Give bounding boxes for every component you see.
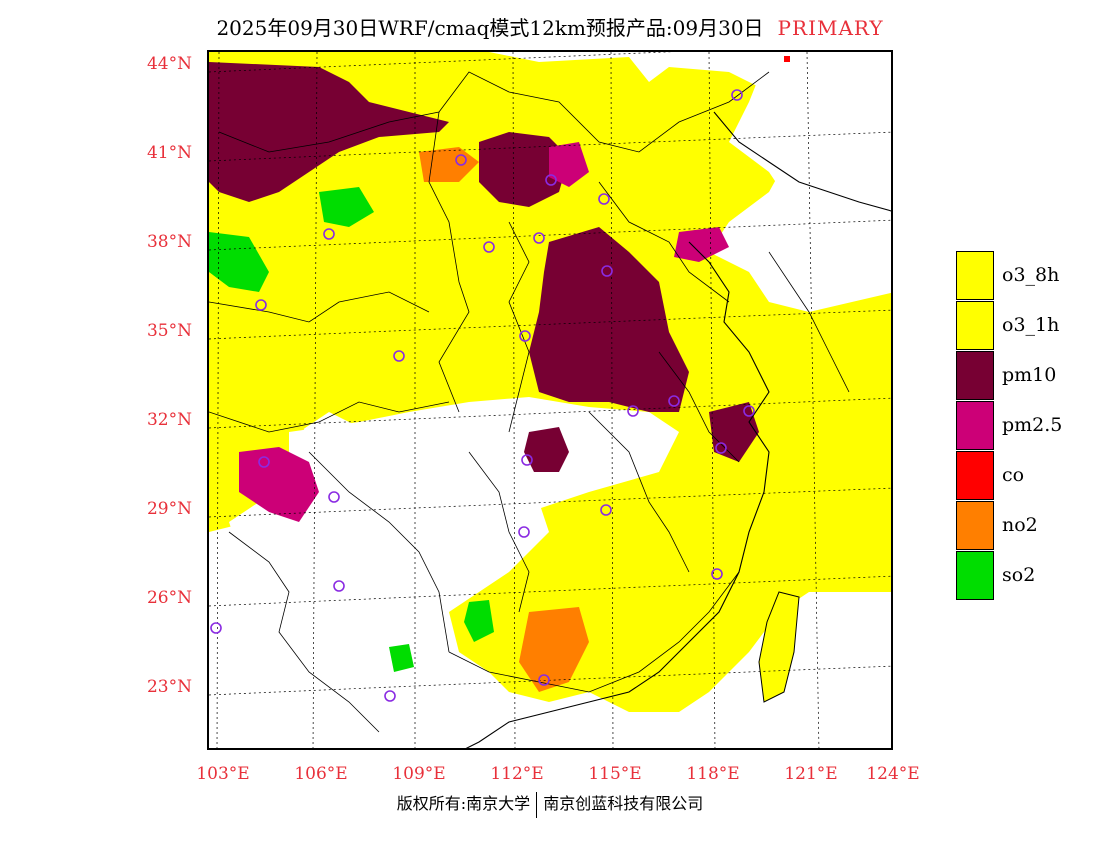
lon-label-109: 109°E [392, 764, 446, 784]
legend-swatch [956, 350, 994, 400]
pm25-region-sichuan [239, 447, 319, 522]
station-markers [210, 89, 755, 702]
station-marker [600, 504, 612, 516]
so2-region-north [319, 187, 374, 227]
coastline [465, 111, 891, 748]
station-marker [258, 456, 270, 468]
legend-label: pm2.5 [1002, 414, 1063, 436]
pollutant-map [209, 52, 891, 748]
station-marker [455, 154, 467, 166]
clean-region-northeast [729, 52, 891, 252]
title-tag: PRIMARY [777, 16, 884, 40]
legend-swatch [956, 400, 994, 450]
copyright-left: 版权所有:南京大学 [396, 794, 531, 813]
pm25-region-shandong [674, 227, 729, 262]
lat-label-29: 29°N [146, 499, 192, 519]
lon-label-115: 115°E [588, 764, 642, 784]
station-marker [384, 690, 396, 702]
copyright-footer: 版权所有:南京大学 南京创蓝科技有限公司 [0, 790, 1100, 818]
legend-item-so2: so2 [956, 550, 1062, 600]
copyright-right: 南京创蓝科技有限公司 [543, 794, 704, 813]
lon-label-124: 124°E [866, 764, 920, 784]
station-marker [731, 89, 743, 101]
legend-label: o3_8h [1002, 264, 1060, 286]
province-boundaries [209, 71, 850, 733]
legend-swatch [956, 300, 994, 350]
o3-region-east-coast [629, 522, 739, 642]
so2-region-guangxi [389, 644, 414, 672]
lon-label-121: 121°E [784, 764, 838, 784]
station-marker [483, 241, 495, 253]
so2-region-south [464, 600, 494, 642]
station-marker [255, 299, 267, 311]
map-title: 2025年09月30日WRF/cmaq模式12km预报产品:09月30日 PRIM… [0, 12, 1100, 41]
lat-label-35: 35°N [146, 321, 192, 341]
legend-label: pm10 [1002, 364, 1057, 386]
station-marker [519, 330, 531, 342]
station-marker [328, 491, 340, 503]
map-canvas[interactable] [207, 50, 893, 750]
station-marker [545, 174, 557, 186]
lon-label-103: 103°E [196, 764, 250, 784]
title-text: 2025年09月30日WRF/cmaq模式12km预报产品:09月30日 [216, 16, 764, 40]
legend-swatch [956, 250, 994, 300]
station-marker [668, 395, 680, 407]
station-marker [711, 568, 723, 580]
lat-label-41: 41°N [146, 143, 192, 163]
o3-region-taiwan [759, 592, 799, 702]
pm10-region-north-china-plain [529, 227, 689, 412]
legend-swatch [956, 500, 994, 550]
station-marker [393, 350, 405, 362]
pm10-region-central [524, 427, 569, 472]
station-marker [598, 193, 610, 205]
taiwan-outline [758, 591, 800, 703]
lon-label-106: 106°E [294, 764, 348, 784]
legend-item-o3-1h: o3_1h [956, 300, 1062, 350]
lat-label-26: 26°N [146, 588, 192, 608]
station-marker [533, 232, 545, 244]
legend-swatch [956, 450, 994, 500]
station-marker [323, 228, 335, 240]
legend-label: so2 [1002, 564, 1036, 586]
legend: o3_8h o3_1h pm10 pm2.5 co no2 so2 [956, 250, 1062, 600]
lat-label-32: 32°N [146, 410, 192, 430]
legend-swatch [956, 550, 994, 600]
legend-item-pm10: pm10 [956, 350, 1062, 400]
station-marker [627, 405, 639, 417]
station-marker [333, 580, 345, 592]
so2-region-west [209, 232, 269, 292]
legend-label: co [1002, 464, 1025, 486]
station-marker [715, 442, 727, 454]
station-marker [210, 622, 222, 634]
footer-separator [536, 791, 538, 818]
station-marker [521, 454, 533, 466]
no2-region-pearl-river [519, 607, 589, 692]
co-patch [784, 56, 790, 62]
graticule [209, 52, 891, 748]
legend-item-pm25: pm2.5 [956, 400, 1062, 450]
legend-item-o3-8h: o3_8h [956, 250, 1062, 300]
lat-label-38: 38°N [146, 232, 192, 252]
legend-item-no2: no2 [956, 500, 1062, 550]
pm10-region-yangtze [709, 402, 759, 462]
lon-label-112: 112°E [490, 764, 544, 784]
pm25-region-north [549, 142, 589, 187]
lat-label-23: 23°N [146, 677, 192, 697]
station-marker [743, 405, 755, 417]
clean-region-south [209, 552, 459, 748]
station-marker [601, 265, 613, 277]
pm10-region-beijing [479, 132, 569, 207]
legend-label: no2 [1002, 514, 1038, 536]
station-marker [538, 674, 550, 686]
lon-label-118: 118°E [686, 764, 740, 784]
station-marker [518, 526, 530, 538]
pm10-region-inner-mongolia [209, 62, 449, 202]
legend-label: o3_1h [1002, 314, 1060, 336]
lat-label-44: 44°N [146, 54, 192, 74]
legend-item-co: co [956, 450, 1062, 500]
